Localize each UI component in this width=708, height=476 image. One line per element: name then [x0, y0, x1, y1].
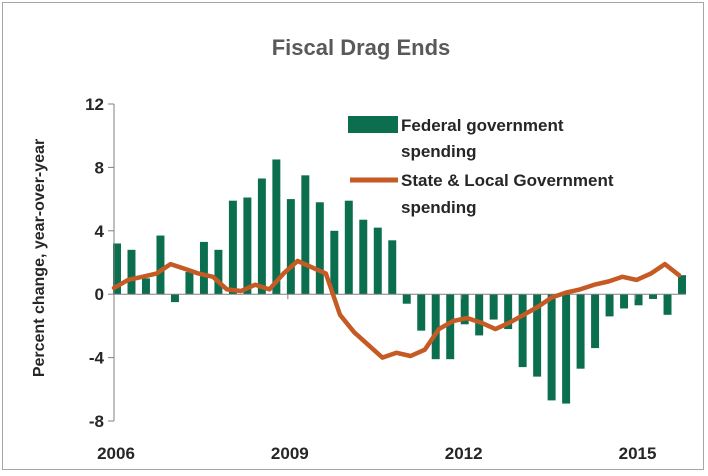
- chart-title: Fiscal Drag Ends: [272, 35, 451, 60]
- bar-federal: [272, 159, 281, 295]
- legend: Federal government spending State & Loca…: [348, 116, 618, 217]
- bar-federal: [286, 199, 295, 295]
- x-tick-label: 2006: [97, 444, 135, 463]
- bar-federal: [170, 294, 179, 303]
- chart-frame: Fiscal Drag Ends Percent change, year-ov…: [2, 2, 704, 470]
- legend-swatch-federal: [348, 116, 398, 133]
- bar-federal: [518, 294, 527, 368]
- bar-federal: [562, 294, 571, 404]
- legend-label-state-local: State & Local Government spending: [401, 171, 618, 217]
- bar-federal: [359, 219, 368, 295]
- x-tick-label: 2009: [271, 444, 309, 463]
- bar-federal: [431, 294, 440, 360]
- bar-federal: [214, 249, 223, 295]
- bar-federal: [199, 241, 208, 295]
- bar-federal: [576, 294, 585, 369]
- bar-federal: [344, 200, 353, 295]
- bar-federal: [330, 230, 339, 295]
- bar-federal: [475, 294, 484, 336]
- bar-federal: [301, 175, 310, 295]
- bar-federal: [489, 294, 498, 320]
- bar-federal: [156, 235, 165, 295]
- bar-federal: [504, 294, 513, 330]
- y-tick-label: -4: [89, 349, 105, 368]
- y-tick-label: 8: [95, 158, 104, 177]
- plot-area: -8 -4 0 4 8 12 2006 2009 2012 2015: [85, 95, 686, 463]
- y-tick-label: 0: [95, 285, 104, 304]
- bar-federal: [228, 200, 237, 295]
- bar-federal: [591, 294, 600, 349]
- bar-federal: [605, 294, 614, 317]
- bar-federal: [649, 294, 658, 299]
- bar-federal: [243, 197, 252, 295]
- bar-federal: [417, 294, 426, 331]
- x-tick-label: 2015: [619, 444, 657, 463]
- bar-federal: [533, 294, 542, 377]
- y-axis-label: Percent change, year-over-year: [31, 139, 48, 377]
- bar-federal: [185, 272, 194, 295]
- chart: Fiscal Drag Ends Percent change, year-ov…: [31, 35, 686, 463]
- bar-federal: [113, 243, 121, 295]
- bar-federal: [678, 275, 686, 295]
- bar-federal: [315, 202, 324, 295]
- y-tick-label: -8: [89, 412, 104, 431]
- bar-federal: [257, 178, 266, 295]
- legend-label-federal: Federal government spending: [401, 116, 568, 161]
- x-tick-label: 2012: [445, 444, 483, 463]
- y-tick-label: 12: [85, 95, 104, 114]
- bar-federal: [373, 227, 382, 295]
- bar-federal: [634, 294, 643, 306]
- bar-federal: [460, 294, 469, 325]
- line-state-local: [111, 258, 682, 360]
- bar-federal: [446, 294, 455, 360]
- y-tick-label: 4: [95, 222, 105, 241]
- bar-federal: [388, 240, 397, 295]
- bar-federal: [547, 294, 556, 401]
- bar-federal: [620, 294, 629, 309]
- bar-federal: [402, 294, 411, 304]
- bar-federal: [127, 249, 136, 295]
- bar-federal: [663, 294, 672, 315]
- bar-federal: [141, 278, 150, 295]
